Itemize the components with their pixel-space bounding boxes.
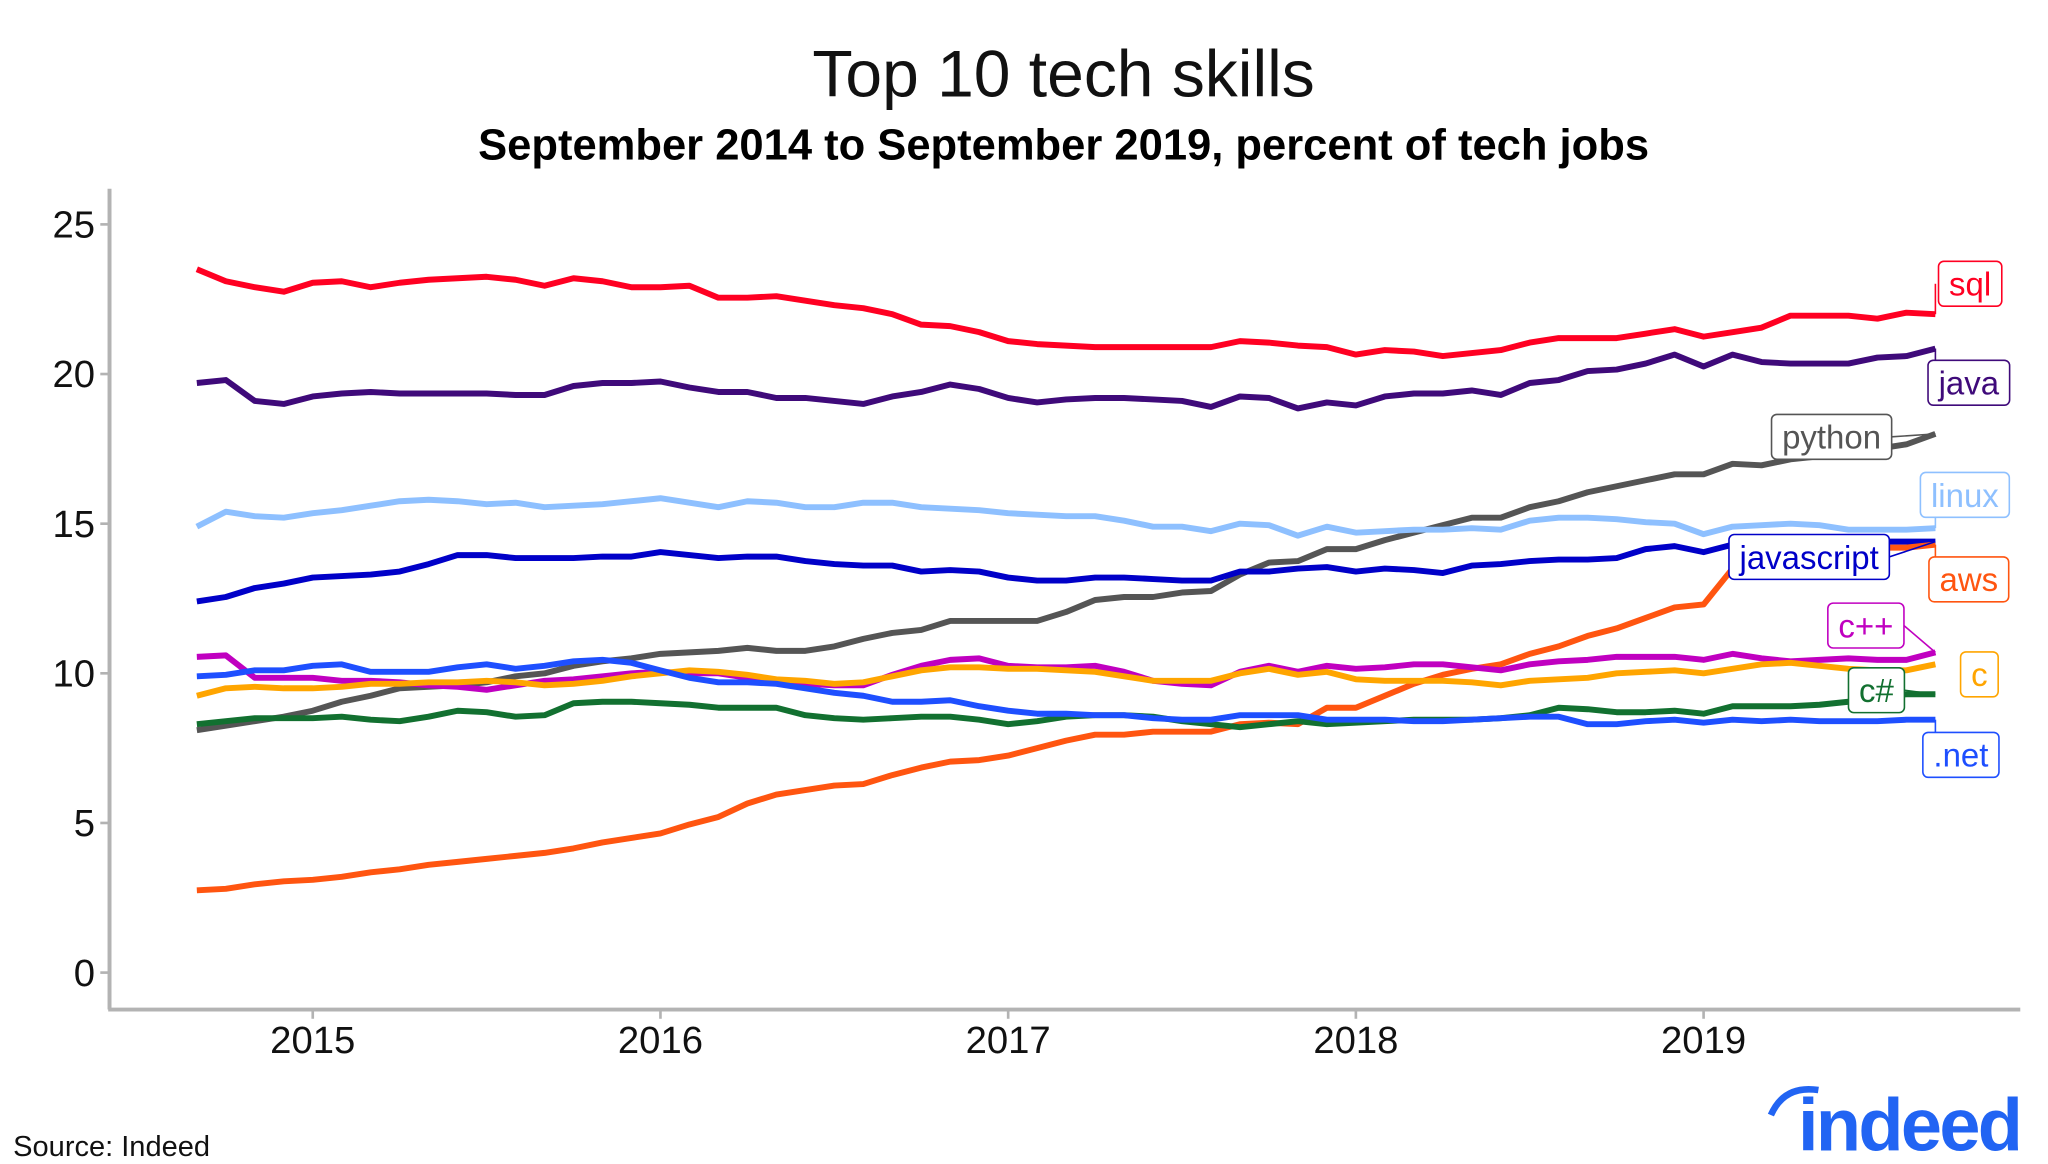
series-label: aws	[1928, 544, 2010, 603]
series-label-text: c	[1971, 656, 1987, 693]
label-leader-line	[1903, 624, 1936, 653]
source-note: Source: Indeed	[13, 1131, 210, 1163]
y-tick-label: 5	[74, 802, 95, 845]
series-label: c	[1959, 651, 1999, 698]
series-line-c	[196, 659, 1936, 699]
series-label-text: linux	[1931, 477, 1999, 514]
series-label: c#	[1847, 666, 1936, 714]
chart-title: Top 10 tech skills	[812, 36, 1314, 110]
series-label: c++	[1827, 602, 1936, 653]
label-leader-line	[1891, 433, 1936, 438]
series-label: linux	[1919, 471, 2011, 529]
x-tick-label: 2017	[966, 1019, 1051, 1062]
series-line-dotnet	[196, 656, 1936, 728]
x-tick-label: 2018	[1313, 1019, 1398, 1062]
series-label: .net	[1922, 719, 2000, 779]
series-label-text: aws	[1940, 561, 1999, 598]
y-tick-label: 0	[74, 952, 95, 995]
series-label-text: javascript	[1739, 539, 1879, 576]
x-tick-label: 2019	[1661, 1019, 1746, 1062]
series-label-text: .net	[1933, 737, 1988, 774]
series-label-text: python	[1782, 419, 1881, 456]
y-tick-label: 15	[52, 503, 95, 546]
series-line-csharp	[196, 691, 1936, 731]
y-tick-label: 20	[52, 353, 95, 396]
y-tick-label: 10	[52, 653, 95, 696]
series-label: java	[1927, 348, 2011, 406]
series-line-javascript	[196, 537, 1936, 605]
series-label-text: sql	[1949, 266, 1991, 303]
series-label: python	[1770, 413, 1936, 461]
x-tick-label: 2015	[270, 1019, 355, 1062]
chart-subtitle: September 2014 to September 2019, percen…	[478, 122, 1649, 170]
label-leader-line	[1904, 689, 1936, 696]
indeed-logo: indeed	[1767, 1084, 2023, 1164]
x-tick-label: 2016	[618, 1019, 703, 1062]
series-line-linux	[195, 495, 1936, 539]
series-line-sql	[195, 266, 1936, 360]
series-label-text: c++	[1838, 607, 1893, 644]
series-line-aws	[196, 541, 1936, 894]
label-leader-line	[1889, 540, 1936, 558]
series-line-java	[196, 345, 1937, 412]
series-label: javascript	[1728, 533, 1936, 581]
series-line-cplusplus	[196, 649, 1937, 693]
y-tick-label: 25	[52, 204, 95, 247]
svg-text:indeed: indeed	[1798, 1084, 2020, 1164]
series-label-text: c#	[1859, 672, 1894, 709]
series-label-text: java	[1938, 365, 2000, 402]
series-label: sql	[1934, 260, 2003, 315]
